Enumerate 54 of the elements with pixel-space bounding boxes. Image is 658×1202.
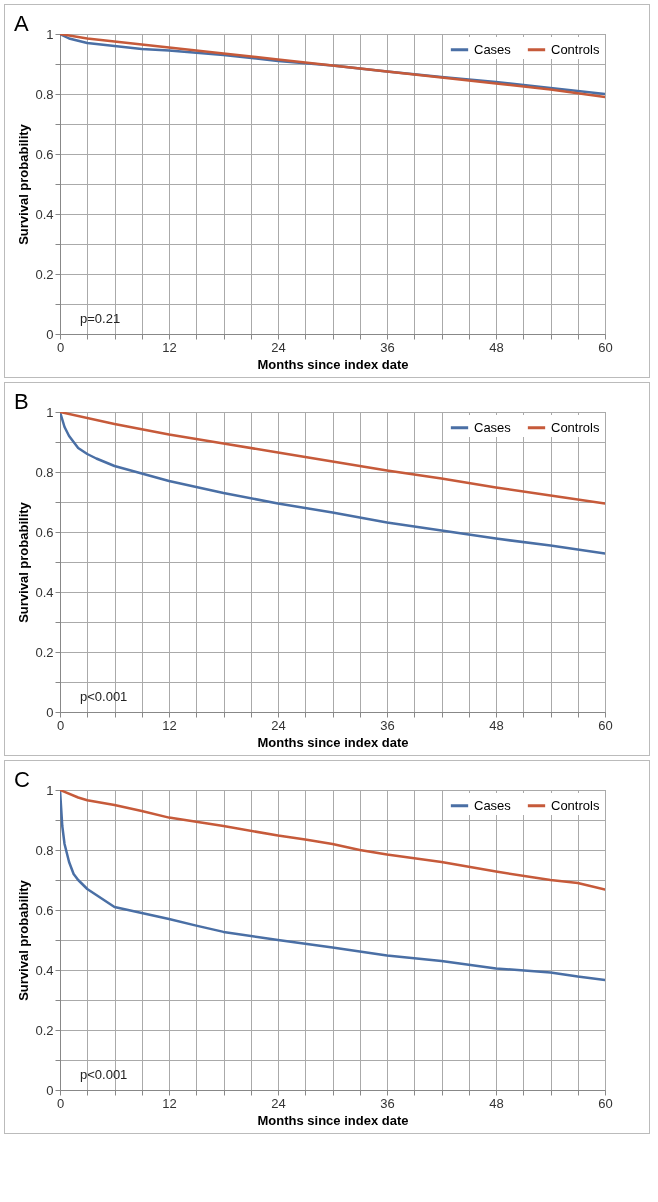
legend-label: Controls	[551, 41, 600, 57]
x-tick-label: 60	[598, 339, 613, 355]
y-tick-label: 1	[46, 782, 54, 798]
y-tick-label: 0.6	[35, 524, 54, 540]
chart-title: A	[13, 11, 29, 36]
y-tick-label: 0.2	[35, 644, 54, 660]
y-tick-label: 1	[46, 26, 54, 42]
x-tick-label: 36	[380, 1095, 395, 1111]
x-tick-label: 48	[489, 717, 504, 733]
legend-label: Cases	[474, 797, 512, 813]
chart-title: B	[13, 389, 29, 414]
x-tick-label: 48	[489, 339, 504, 355]
y-tick-label: 0	[46, 704, 54, 720]
x-tick-label: 48	[489, 1095, 504, 1111]
legend-label: Controls	[551, 797, 600, 813]
y-tick-label: 0.4	[35, 584, 54, 600]
y-axis-title: Survival probability	[16, 879, 32, 1001]
x-tick-label: 0	[56, 1095, 65, 1111]
y-tick-label: 0.8	[35, 842, 54, 858]
x-axis-title: Months since index date	[257, 356, 409, 372]
y-tick-label: 0.8	[35, 86, 54, 102]
x-tick-label: 36	[380, 339, 395, 355]
legend-label: Controls	[551, 419, 600, 435]
y-tick-label: 0.4	[35, 206, 54, 222]
legend-label: Cases	[474, 419, 512, 435]
x-axis-title: Months since index date	[257, 734, 409, 750]
x-tick-label: 0	[56, 717, 65, 733]
y-tick-label: 0.6	[35, 146, 54, 162]
x-tick-label: 0	[56, 339, 65, 355]
y-tick-label: 0.2	[35, 1022, 54, 1038]
x-tick-label: 60	[598, 717, 613, 733]
x-tick-label: 36	[380, 717, 395, 733]
y-tick-label: 0	[46, 1082, 54, 1098]
y-tick-label: 1	[46, 404, 54, 420]
y-axis-title: Survival probability	[16, 501, 32, 623]
x-tick-label: 24	[271, 1095, 286, 1111]
y-tick-label: 0.6	[35, 902, 54, 918]
y-axis-title: Survival probability	[16, 123, 32, 245]
x-tick-label: 24	[271, 717, 286, 733]
x-tick-label: 12	[162, 717, 177, 733]
annotation: p<0.001	[80, 689, 128, 704]
y-tick-label: 0.2	[35, 266, 54, 282]
y-tick-label: 0.4	[35, 962, 54, 978]
x-tick-label: 12	[162, 1095, 177, 1111]
y-tick-label: 0.8	[35, 464, 54, 480]
x-tick-label: 24	[271, 339, 286, 355]
x-tick-label: 60	[598, 1095, 613, 1111]
annotation: p<0.001	[80, 1067, 128, 1082]
annotation: p=0.21	[80, 311, 121, 326]
y-tick-label: 0	[46, 326, 54, 342]
x-axis-title: Months since index date	[257, 1112, 409, 1128]
legend-label: Cases	[474, 41, 512, 57]
chart-title: C	[13, 767, 30, 792]
x-tick-label: 12	[162, 339, 177, 355]
